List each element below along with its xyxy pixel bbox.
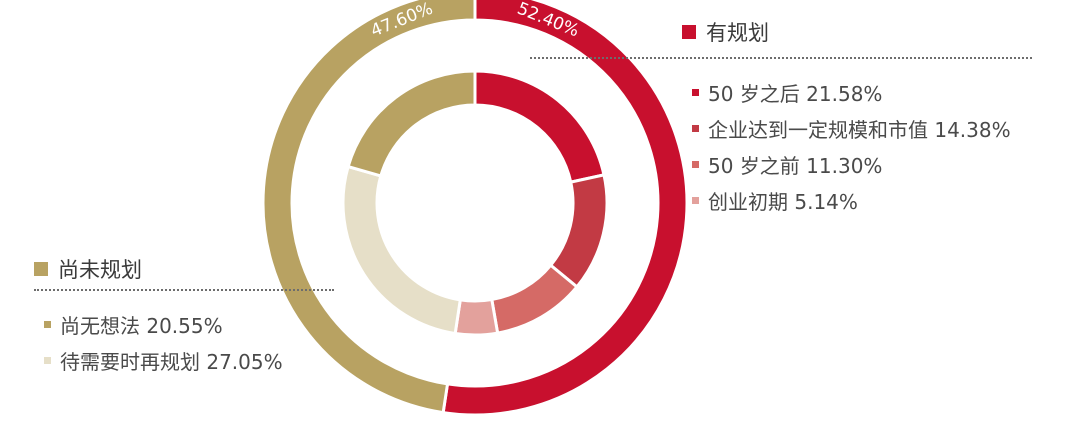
legend-item-label: 待需要时再规划 27.05% bbox=[60, 349, 283, 374]
legend-divider-unplanned bbox=[34, 289, 334, 291]
legend-title-planned-text: 有规划 bbox=[706, 21, 769, 45]
inner-ring-segment bbox=[341, 164, 462, 336]
outer-ring bbox=[261, 0, 689, 417]
inner-ring-segment bbox=[346, 69, 477, 178]
legend-item-label: 50 岁之前 11.30% bbox=[708, 153, 883, 178]
legend-swatch bbox=[692, 124, 699, 132]
legend-swatch bbox=[692, 160, 699, 168]
outer-ring-segment bbox=[261, 0, 477, 415]
legend-swatch bbox=[692, 88, 699, 96]
legend-unplanned: 尚未规划 bbox=[34, 254, 142, 284]
legend-item: 尚无想法 20.55% bbox=[44, 306, 283, 342]
inner-ring-segment bbox=[490, 263, 580, 335]
legend-swatch-planned bbox=[682, 25, 696, 39]
legend-title-unplanned: 尚未规划 bbox=[34, 254, 142, 284]
inner-ring-segment bbox=[548, 173, 609, 289]
legend-unplanned-items: 尚无想法 20.55% 待需要时再规划 27.05% bbox=[44, 306, 283, 378]
legend-swatch bbox=[692, 196, 699, 204]
legend-title-planned: 有规划 bbox=[682, 17, 769, 47]
legend-planned-items: 50 岁之后 21.58% 企业达到一定规模和市值 14.38% 50 岁之前 … bbox=[692, 74, 1011, 218]
legend-item-label: 创业初期 5.14% bbox=[708, 189, 858, 214]
legend-swatch-unplanned bbox=[34, 262, 48, 276]
legend-item-label: 企业达到一定规模和市值 14.38% bbox=[708, 117, 1011, 142]
legend-swatch bbox=[44, 320, 51, 328]
legend-item: 50 岁之后 21.58% bbox=[692, 74, 1011, 110]
outer-ring-segment bbox=[441, 0, 689, 417]
legend-divider-planned bbox=[530, 57, 1032, 59]
inner-ring-segment bbox=[473, 69, 606, 184]
legend-item-label: 50 岁之后 21.58% bbox=[708, 81, 883, 106]
legend-item: 50 岁之前 11.30% bbox=[692, 146, 1011, 182]
legend-title-unplanned-text: 尚未规划 bbox=[58, 258, 142, 282]
inner-ring bbox=[341, 69, 609, 337]
legend-item-label: 尚无想法 20.55% bbox=[60, 313, 223, 338]
inner-ring-segment bbox=[453, 297, 500, 337]
legend-item: 待需要时再规划 27.05% bbox=[44, 342, 283, 378]
legend-planned: 有规划 bbox=[682, 17, 769, 47]
legend-swatch bbox=[44, 356, 51, 364]
legend-item: 企业达到一定规模和市值 14.38% bbox=[692, 110, 1011, 146]
legend-item: 创业初期 5.14% bbox=[692, 182, 1011, 218]
